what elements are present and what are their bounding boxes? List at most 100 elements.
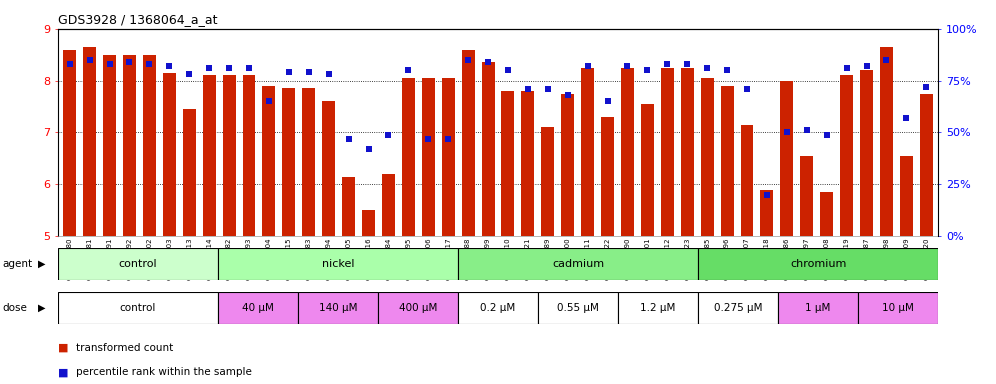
Bar — [582, 68, 594, 236]
Point — [500, 67, 516, 73]
Bar — [58, 292, 218, 324]
Point — [639, 67, 655, 73]
Point — [779, 129, 795, 136]
Bar — [243, 76, 256, 236]
Bar — [820, 192, 833, 236]
Bar — [162, 73, 175, 236]
Bar — [183, 109, 195, 236]
Bar — [402, 78, 415, 236]
Bar — [522, 91, 534, 236]
Point — [659, 61, 675, 67]
Bar — [442, 78, 454, 236]
Point — [600, 98, 616, 104]
Bar — [64, 50, 77, 236]
Text: 0.55 μM: 0.55 μM — [557, 303, 599, 313]
Bar — [218, 292, 298, 324]
Text: 0.275 μM: 0.275 μM — [714, 303, 762, 313]
Point — [460, 57, 476, 63]
Point — [141, 61, 157, 67]
Text: control: control — [119, 259, 157, 269]
Bar — [741, 125, 753, 236]
Bar — [104, 55, 116, 236]
Text: 10 μM: 10 μM — [882, 303, 914, 313]
Bar — [303, 88, 315, 236]
Bar — [761, 189, 773, 236]
Bar — [859, 292, 938, 324]
Text: agent: agent — [2, 259, 32, 269]
Text: chromium: chromium — [790, 259, 847, 269]
Point — [440, 136, 456, 142]
Text: transformed count: transformed count — [76, 343, 173, 353]
Point — [679, 61, 695, 67]
Bar — [661, 68, 673, 236]
Point — [62, 61, 78, 67]
Bar — [860, 70, 872, 236]
Bar — [780, 81, 793, 236]
Text: 40 μM: 40 μM — [242, 303, 274, 313]
Point — [580, 63, 596, 69]
Point — [420, 136, 436, 142]
Bar — [880, 47, 892, 236]
Point — [181, 71, 197, 78]
Point — [719, 67, 735, 73]
Point — [620, 63, 635, 69]
Bar — [920, 94, 932, 236]
Bar — [363, 210, 374, 236]
Bar — [462, 50, 475, 236]
Text: cadmium: cadmium — [552, 259, 605, 269]
Text: ■: ■ — [58, 367, 69, 377]
Bar — [422, 78, 435, 236]
Text: control: control — [120, 303, 156, 313]
Point — [122, 59, 137, 65]
Bar — [562, 94, 574, 236]
Bar — [382, 174, 394, 236]
Text: 1.2 μM: 1.2 μM — [640, 303, 675, 313]
Point — [281, 69, 297, 75]
Point — [520, 86, 536, 92]
Point — [221, 65, 237, 71]
Bar — [720, 86, 733, 236]
Bar — [263, 86, 275, 236]
Bar — [84, 47, 97, 236]
Text: dose: dose — [2, 303, 27, 313]
Point — [82, 57, 98, 63]
Bar — [698, 248, 938, 280]
Bar — [622, 68, 633, 236]
Bar — [900, 156, 912, 236]
Point — [839, 65, 855, 71]
Bar — [701, 78, 714, 236]
Point — [261, 98, 277, 104]
Bar — [218, 248, 458, 280]
Point — [341, 136, 357, 142]
Point — [819, 131, 835, 137]
Point — [898, 115, 914, 121]
Point — [540, 86, 556, 92]
Bar — [203, 76, 216, 236]
Bar — [343, 177, 356, 236]
Bar — [542, 127, 554, 236]
Point — [161, 63, 177, 69]
Text: GDS3928 / 1368064_a_at: GDS3928 / 1368064_a_at — [58, 13, 217, 26]
Bar — [283, 88, 296, 236]
Bar — [323, 101, 336, 236]
Bar — [482, 63, 494, 236]
Point — [739, 86, 755, 92]
Text: ▶: ▶ — [38, 259, 46, 269]
Bar — [298, 292, 377, 324]
Text: 140 μM: 140 μM — [319, 303, 358, 313]
Bar — [377, 292, 458, 324]
Bar — [458, 292, 538, 324]
Bar — [801, 156, 813, 236]
Point — [560, 92, 576, 98]
Point — [361, 146, 376, 152]
Point — [201, 65, 217, 71]
Point — [799, 127, 815, 134]
Bar — [124, 55, 135, 236]
Bar — [619, 292, 698, 324]
Point — [400, 67, 416, 73]
Bar — [778, 292, 859, 324]
Bar — [222, 76, 235, 236]
Bar — [143, 55, 155, 236]
Bar — [641, 104, 653, 236]
Point — [699, 65, 715, 71]
